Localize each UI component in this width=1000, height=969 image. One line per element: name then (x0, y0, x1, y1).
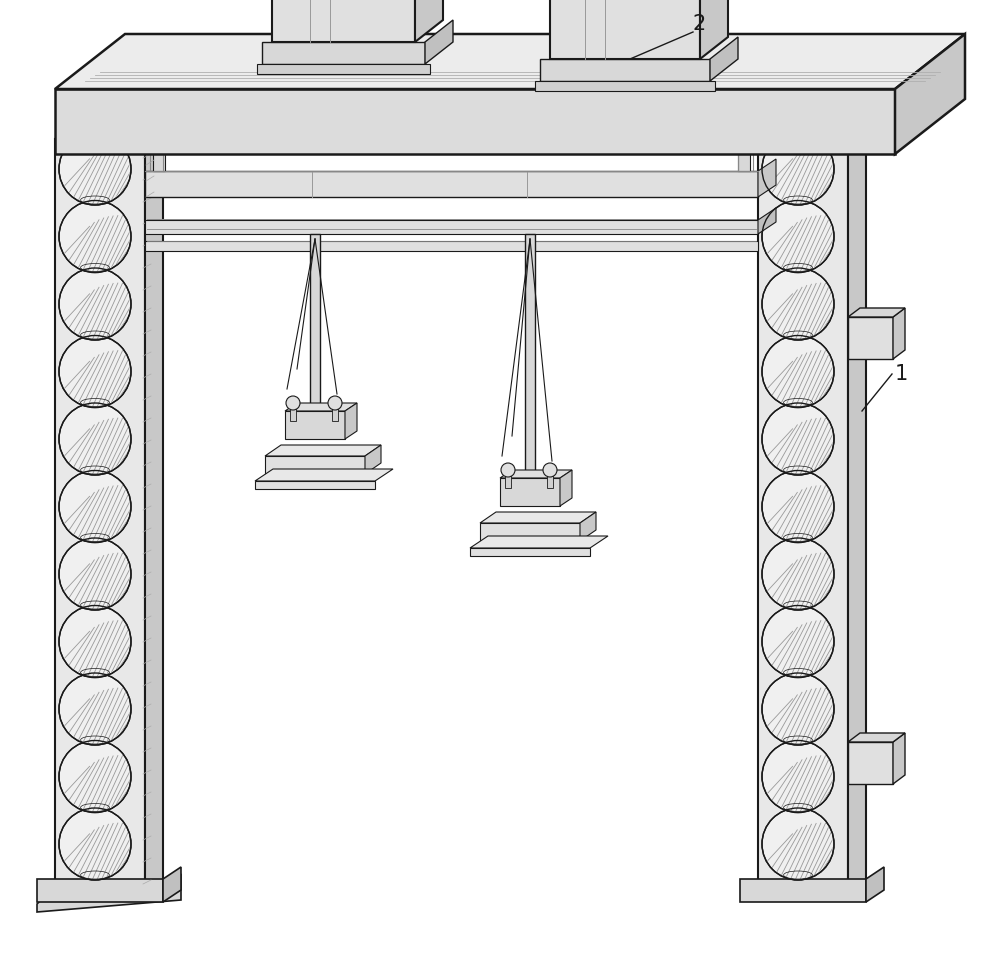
Bar (153, 155, 165, 172)
Polygon shape (257, 65, 430, 75)
Circle shape (762, 336, 834, 408)
Circle shape (59, 673, 131, 745)
Bar (290, 403, 296, 422)
Polygon shape (848, 742, 893, 784)
Polygon shape (285, 403, 357, 412)
Polygon shape (345, 403, 357, 440)
Polygon shape (55, 90, 895, 155)
Circle shape (762, 606, 834, 677)
Bar (525, 234, 535, 502)
Circle shape (762, 808, 834, 880)
Circle shape (762, 403, 834, 476)
Circle shape (501, 463, 515, 478)
Polygon shape (285, 412, 345, 440)
Circle shape (762, 673, 834, 745)
Polygon shape (163, 867, 181, 902)
Bar (738, 155, 750, 172)
Circle shape (762, 740, 834, 813)
Circle shape (59, 268, 131, 341)
Circle shape (59, 740, 131, 813)
Polygon shape (848, 734, 905, 742)
Polygon shape (540, 60, 710, 82)
Circle shape (59, 471, 131, 543)
Circle shape (59, 606, 131, 677)
Polygon shape (480, 523, 580, 542)
Polygon shape (893, 734, 905, 784)
Polygon shape (710, 38, 738, 82)
Circle shape (286, 396, 300, 411)
Circle shape (59, 539, 131, 610)
Polygon shape (740, 879, 866, 902)
Polygon shape (758, 160, 776, 198)
Polygon shape (500, 471, 572, 479)
Bar (310, 234, 320, 434)
Polygon shape (365, 446, 381, 475)
Circle shape (59, 202, 131, 273)
Polygon shape (700, 0, 728, 60)
Polygon shape (848, 128, 866, 894)
Circle shape (59, 336, 131, 408)
Polygon shape (848, 318, 893, 359)
Circle shape (762, 134, 834, 205)
Polygon shape (272, 0, 415, 43)
Polygon shape (550, 0, 700, 60)
Polygon shape (415, 0, 443, 43)
Polygon shape (535, 82, 715, 92)
Circle shape (762, 539, 834, 610)
Polygon shape (470, 548, 590, 556)
Polygon shape (262, 43, 425, 65)
Polygon shape (480, 513, 596, 523)
Polygon shape (470, 537, 608, 548)
Polygon shape (758, 140, 848, 894)
Polygon shape (255, 470, 393, 482)
Polygon shape (500, 479, 560, 507)
Text: 1: 1 (895, 363, 908, 384)
Polygon shape (580, 513, 596, 542)
Circle shape (762, 268, 834, 341)
Polygon shape (425, 21, 453, 65)
Circle shape (59, 808, 131, 880)
Bar (145, 221, 758, 234)
Polygon shape (55, 140, 145, 894)
Polygon shape (145, 128, 163, 894)
Circle shape (762, 471, 834, 543)
Bar (332, 403, 338, 422)
Bar (505, 471, 511, 488)
Polygon shape (37, 874, 181, 912)
Polygon shape (866, 867, 884, 902)
Circle shape (543, 463, 557, 478)
Text: 2: 2 (693, 14, 706, 34)
Polygon shape (560, 471, 572, 507)
Polygon shape (893, 309, 905, 359)
Bar (145, 241, 758, 252)
Circle shape (59, 403, 131, 476)
Circle shape (328, 396, 342, 411)
Polygon shape (55, 128, 163, 140)
Bar (145, 172, 758, 198)
Polygon shape (848, 309, 905, 318)
Polygon shape (265, 456, 365, 475)
Circle shape (762, 202, 834, 273)
Polygon shape (895, 35, 965, 155)
Circle shape (59, 134, 131, 205)
Polygon shape (55, 35, 965, 90)
Bar (547, 471, 553, 488)
Polygon shape (265, 446, 381, 456)
Polygon shape (37, 879, 163, 902)
Polygon shape (758, 128, 866, 140)
Polygon shape (758, 208, 776, 234)
Polygon shape (255, 482, 375, 489)
